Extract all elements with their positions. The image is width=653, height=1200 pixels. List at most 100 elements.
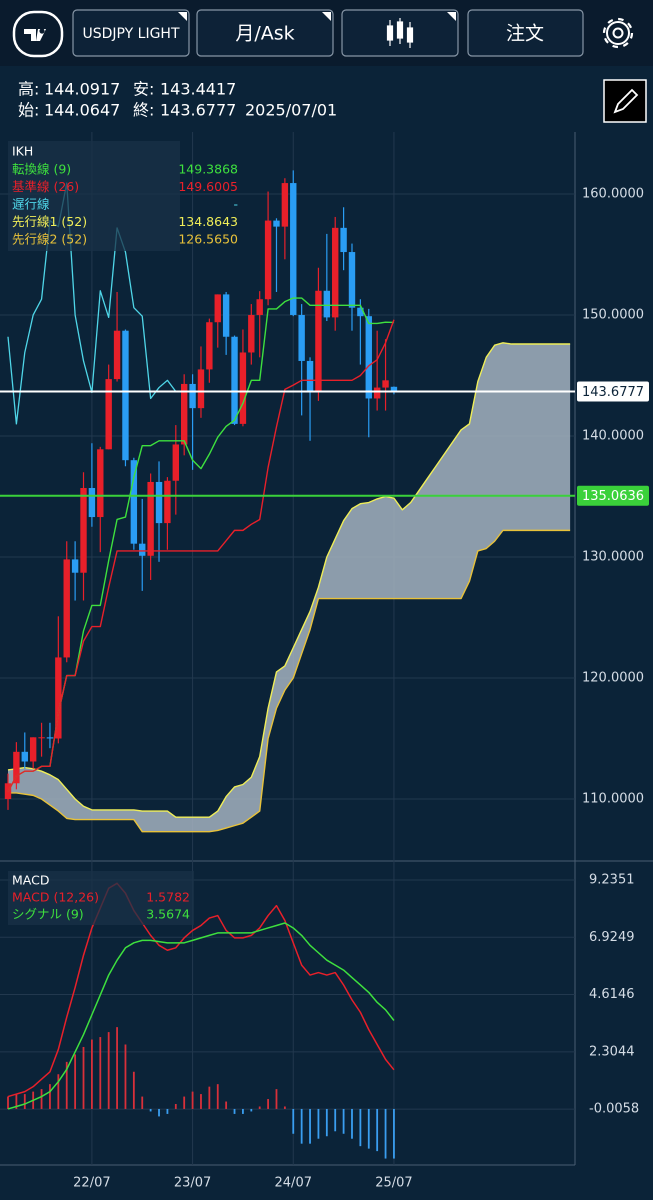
- candle-body: [46, 737, 54, 739]
- histogram-bar: [82, 1046, 85, 1109]
- histogram-bar: [216, 1084, 219, 1109]
- open-label: 始:: [18, 101, 39, 120]
- candle-body: [97, 449, 104, 518]
- legend-value: 149.3868: [178, 162, 238, 177]
- candle-body: [231, 336, 238, 424]
- settings-button[interactable]: [602, 17, 634, 49]
- x-tick-label: 23/07: [174, 1176, 211, 1191]
- candle-body: [155, 481, 163, 524]
- legend-name: 転換線 (9): [12, 162, 71, 177]
- base-line: [7, 319, 395, 793]
- legend-title: MACD: [12, 873, 49, 888]
- candle-body: [172, 444, 179, 481]
- legend-name: 遅行線: [12, 197, 50, 212]
- price-tag: [577, 381, 649, 402]
- histogram-bar: [149, 1108, 152, 1112]
- legend-name: 先行線2 (52): [12, 232, 87, 247]
- high-value: 144.0917: [44, 80, 120, 99]
- button-frame: [603, 79, 647, 123]
- interval-button[interactable]: 月/Ask: [196, 9, 334, 57]
- span-a-line: [7, 342, 571, 818]
- pencil-icon: [613, 88, 639, 114]
- candle-body: [113, 330, 121, 380]
- legend-name: シグナル (9): [12, 907, 84, 922]
- histogram-bar: [317, 1108, 320, 1139]
- histogram-bar: [367, 1108, 370, 1149]
- candle-body: [382, 380, 389, 388]
- candle-body: [197, 369, 205, 409]
- x-tick-label: 25/07: [375, 1176, 412, 1191]
- button-frame: [72, 9, 190, 57]
- histogram-bar: [334, 1108, 337, 1132]
- legend-box: [8, 141, 180, 251]
- legend-value: 3.5674: [146, 907, 190, 922]
- histogram-bar: [292, 1108, 295, 1134]
- logo-button[interactable]: [12, 10, 64, 58]
- y-tick-label: 6.9249: [589, 930, 635, 945]
- button-frame: [196, 9, 334, 57]
- candle-body: [332, 227, 339, 318]
- candle-body: [290, 183, 297, 315]
- candle-body: [164, 480, 171, 524]
- histogram-bar: [283, 1106, 286, 1109]
- candle-body: [189, 383, 196, 409]
- symbol-button[interactable]: USDJPY LIGHT: [72, 9, 190, 57]
- logo-ring: [12, 10, 64, 58]
- candle-body: [13, 751, 20, 784]
- histogram-bar: [107, 1032, 110, 1109]
- candle-body: [105, 379, 112, 450]
- legend-title: IKH: [12, 144, 33, 159]
- candle-body: [222, 294, 230, 337]
- chart-type-button[interactable]: [341, 9, 459, 57]
- candle-body: [239, 352, 247, 424]
- histogram-bar: [275, 1089, 278, 1109]
- histogram-bar: [158, 1108, 160, 1117]
- y-tick-label: 160.0000: [582, 186, 644, 201]
- histogram-bar: [191, 1091, 194, 1109]
- draw-button[interactable]: [603, 79, 647, 123]
- y-tick-label: 130.0000: [582, 549, 644, 564]
- candle-body: [139, 543, 146, 556]
- histogram-bar: [7, 1096, 9, 1109]
- x-tick-label: 22/07: [73, 1176, 110, 1191]
- candle-body: [323, 290, 331, 318]
- legend-value: 126.5650: [178, 232, 238, 247]
- candle-body: [298, 314, 305, 361]
- candle-body: [122, 330, 129, 461]
- candle-body: [88, 488, 96, 518]
- histogram-bar: [124, 1044, 127, 1109]
- gear-teeth: [602, 17, 634, 49]
- candle-body: [273, 220, 280, 227]
- corner-mark: [322, 12, 331, 21]
- macd-panel: [7, 882, 395, 1159]
- candle-body: [71, 559, 79, 573]
- histogram-bar: [225, 1101, 228, 1109]
- logo-dot: [39, 28, 45, 34]
- y-tick-label: 120.0000: [582, 671, 644, 686]
- histogram-bar: [116, 1027, 118, 1109]
- interval: 月/Ask: [235, 23, 294, 45]
- candle-body: [281, 183, 289, 227]
- histogram-bar: [351, 1108, 353, 1139]
- histogram-bar: [57, 1074, 60, 1109]
- price-tag-label: 135.0636: [582, 489, 644, 504]
- candle-body: [357, 307, 364, 317]
- candle-body: [315, 290, 322, 393]
- low-value: 143.4417: [160, 80, 236, 99]
- price-tag-label: 143.6777: [582, 385, 644, 400]
- gear-body: [606, 21, 630, 45]
- x-tick-label: 24/07: [275, 1176, 312, 1191]
- y-tick-label: -0.0058: [589, 1102, 639, 1117]
- y-tick-label: 140.0000: [582, 428, 644, 443]
- histogram-bar: [242, 1108, 244, 1114]
- low-label: 安:: [133, 80, 154, 99]
- macd-line: [7, 882, 395, 1098]
- order-button[interactable]: 注文: [467, 9, 584, 57]
- candle-body: [206, 322, 213, 370]
- y-tick-label: 2.3044: [589, 1044, 635, 1059]
- histogram-bar: [208, 1086, 211, 1109]
- candle-body: [80, 488, 87, 573]
- histogram-bar: [342, 1108, 345, 1134]
- corner-mark: [447, 12, 456, 21]
- candle-body: [306, 360, 314, 393]
